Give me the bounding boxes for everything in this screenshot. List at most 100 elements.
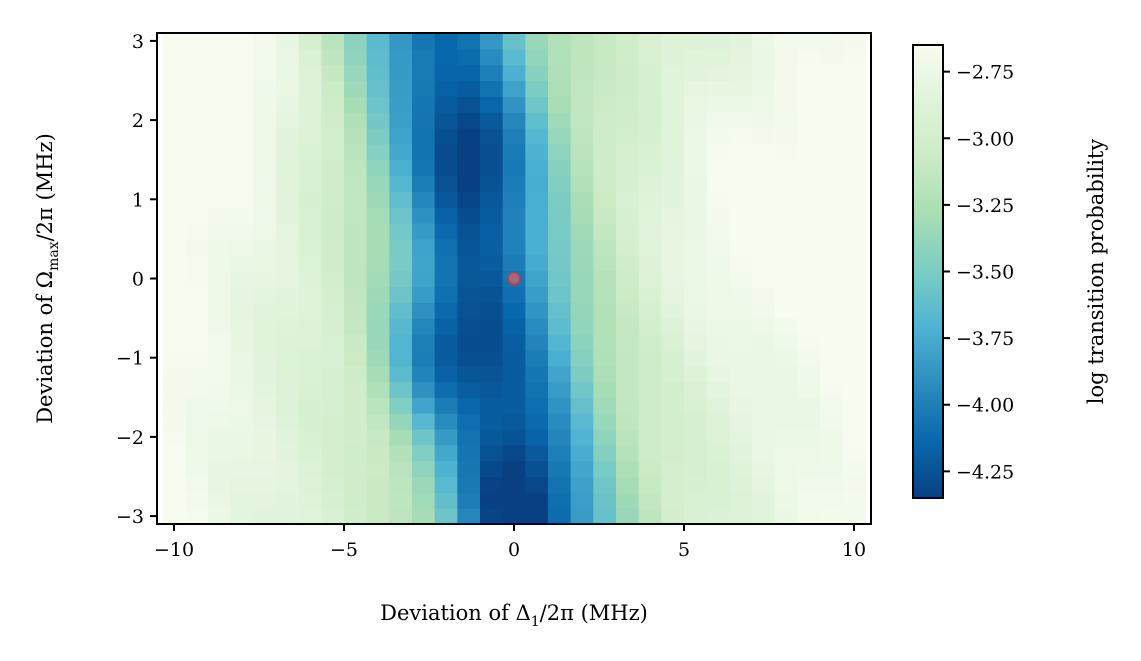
heatmap-cell bbox=[185, 444, 209, 462]
heatmap-cell bbox=[729, 175, 753, 192]
heatmap-cell bbox=[480, 460, 504, 478]
heatmap-cell bbox=[502, 238, 526, 256]
heatmap-cell bbox=[276, 460, 300, 478]
heatmap-cell bbox=[661, 508, 685, 525]
heatmap-cell bbox=[480, 492, 504, 509]
heatmap-cell bbox=[525, 254, 549, 272]
heatmap-cell bbox=[389, 413, 413, 430]
heatmap-cell bbox=[842, 286, 866, 303]
heatmap-cell bbox=[661, 365, 685, 383]
heatmap-cell bbox=[752, 381, 776, 398]
heatmap-cell bbox=[729, 428, 753, 446]
heatmap-cell bbox=[457, 508, 481, 525]
heatmap-cell bbox=[253, 33, 277, 50]
heatmap-cell bbox=[548, 428, 572, 446]
heatmap-cell bbox=[389, 286, 413, 303]
heatmap-cell bbox=[706, 80, 730, 97]
heatmap-cell bbox=[389, 302, 413, 319]
heatmap-cell bbox=[298, 175, 322, 192]
heatmap-cell bbox=[253, 460, 277, 478]
heatmap-cell bbox=[593, 460, 617, 478]
heatmap-cell bbox=[684, 286, 708, 303]
heatmap-cell bbox=[185, 381, 209, 398]
heatmap-cell bbox=[593, 238, 617, 256]
heatmap-cell bbox=[389, 64, 413, 82]
heatmap-cell bbox=[548, 48, 572, 66]
heatmap-cell bbox=[457, 413, 481, 430]
heatmap-cell bbox=[616, 413, 640, 430]
heatmap-cell bbox=[502, 64, 526, 82]
heatmap-cell bbox=[389, 191, 413, 208]
heatmap-cell bbox=[457, 238, 481, 256]
heatmap-cell bbox=[230, 349, 254, 367]
heatmap-cell bbox=[820, 207, 844, 224]
heatmap-cell bbox=[548, 318, 572, 335]
heatmap-cell bbox=[502, 254, 526, 272]
heatmap-cell bbox=[593, 318, 617, 335]
heatmap-cell bbox=[752, 128, 776, 145]
heatmap-cell bbox=[457, 64, 481, 82]
heatmap-cell bbox=[389, 175, 413, 192]
heatmap-cell bbox=[434, 159, 458, 177]
colorbar-tick-label: −3.25 bbox=[956, 195, 1014, 217]
heatmap-cell bbox=[548, 254, 572, 272]
heatmap-cell bbox=[638, 207, 662, 224]
heatmap-cell bbox=[185, 413, 209, 430]
heatmap-cell bbox=[502, 33, 526, 50]
heatmap-cell bbox=[298, 302, 322, 319]
heatmap-cell bbox=[457, 349, 481, 367]
heatmap-cell bbox=[366, 96, 390, 113]
heatmap-cell bbox=[366, 112, 390, 129]
heatmap-cell bbox=[344, 238, 368, 256]
heatmap-cell bbox=[661, 159, 685, 177]
heatmap-cell bbox=[253, 128, 277, 145]
heatmap-cell bbox=[616, 381, 640, 398]
heatmap-cell bbox=[276, 444, 300, 462]
heatmap-cell bbox=[593, 286, 617, 303]
x-tick-label: 5 bbox=[678, 539, 690, 561]
heatmap-cell bbox=[366, 33, 390, 50]
heatmap-cell bbox=[276, 270, 300, 288]
heatmap-cell bbox=[412, 112, 436, 129]
heatmap-cell bbox=[276, 112, 300, 129]
heatmap-cell bbox=[502, 476, 526, 493]
heatmap-cell bbox=[366, 333, 390, 351]
heatmap-cell bbox=[842, 80, 866, 97]
heatmap-cell bbox=[457, 254, 481, 272]
heatmap-cell bbox=[298, 460, 322, 478]
heatmap-cell bbox=[208, 64, 232, 82]
heatmap-cell bbox=[298, 318, 322, 335]
heatmap-cell bbox=[797, 159, 821, 177]
heatmap-cell bbox=[661, 143, 685, 161]
heatmap-cell bbox=[661, 64, 685, 82]
heatmap-cell bbox=[842, 397, 866, 414]
heatmap-cell bbox=[162, 318, 186, 335]
heatmap-cell bbox=[480, 175, 504, 192]
heatmap-cell bbox=[570, 96, 594, 113]
heatmap-cell bbox=[774, 80, 798, 97]
heatmap-cell bbox=[480, 349, 504, 367]
colorbar-tick-label: −2.75 bbox=[956, 62, 1014, 84]
heatmap-cell bbox=[525, 492, 549, 509]
heatmap-cell bbox=[480, 286, 504, 303]
heatmap-cell bbox=[820, 143, 844, 161]
heatmap-cell bbox=[412, 397, 436, 414]
heatmap-cell bbox=[162, 365, 186, 383]
heatmap-cell bbox=[842, 492, 866, 509]
heatmap-cell bbox=[480, 159, 504, 177]
heatmap-cell bbox=[706, 207, 730, 224]
heatmap-cell bbox=[412, 413, 436, 430]
heatmap-cell bbox=[820, 80, 844, 97]
heatmap-cell bbox=[706, 365, 730, 383]
heatmap-cell bbox=[185, 96, 209, 113]
heatmap-cell bbox=[162, 270, 186, 288]
heatmap-cell bbox=[570, 143, 594, 161]
heatmap-cell bbox=[253, 428, 277, 446]
heatmap-cell bbox=[457, 191, 481, 208]
heatmap-cell bbox=[570, 365, 594, 383]
heatmap-cell bbox=[185, 476, 209, 493]
heatmap-cell bbox=[752, 270, 776, 288]
heatmap-cell bbox=[638, 143, 662, 161]
heatmap-cell bbox=[502, 128, 526, 145]
heatmap-cell bbox=[344, 33, 368, 50]
